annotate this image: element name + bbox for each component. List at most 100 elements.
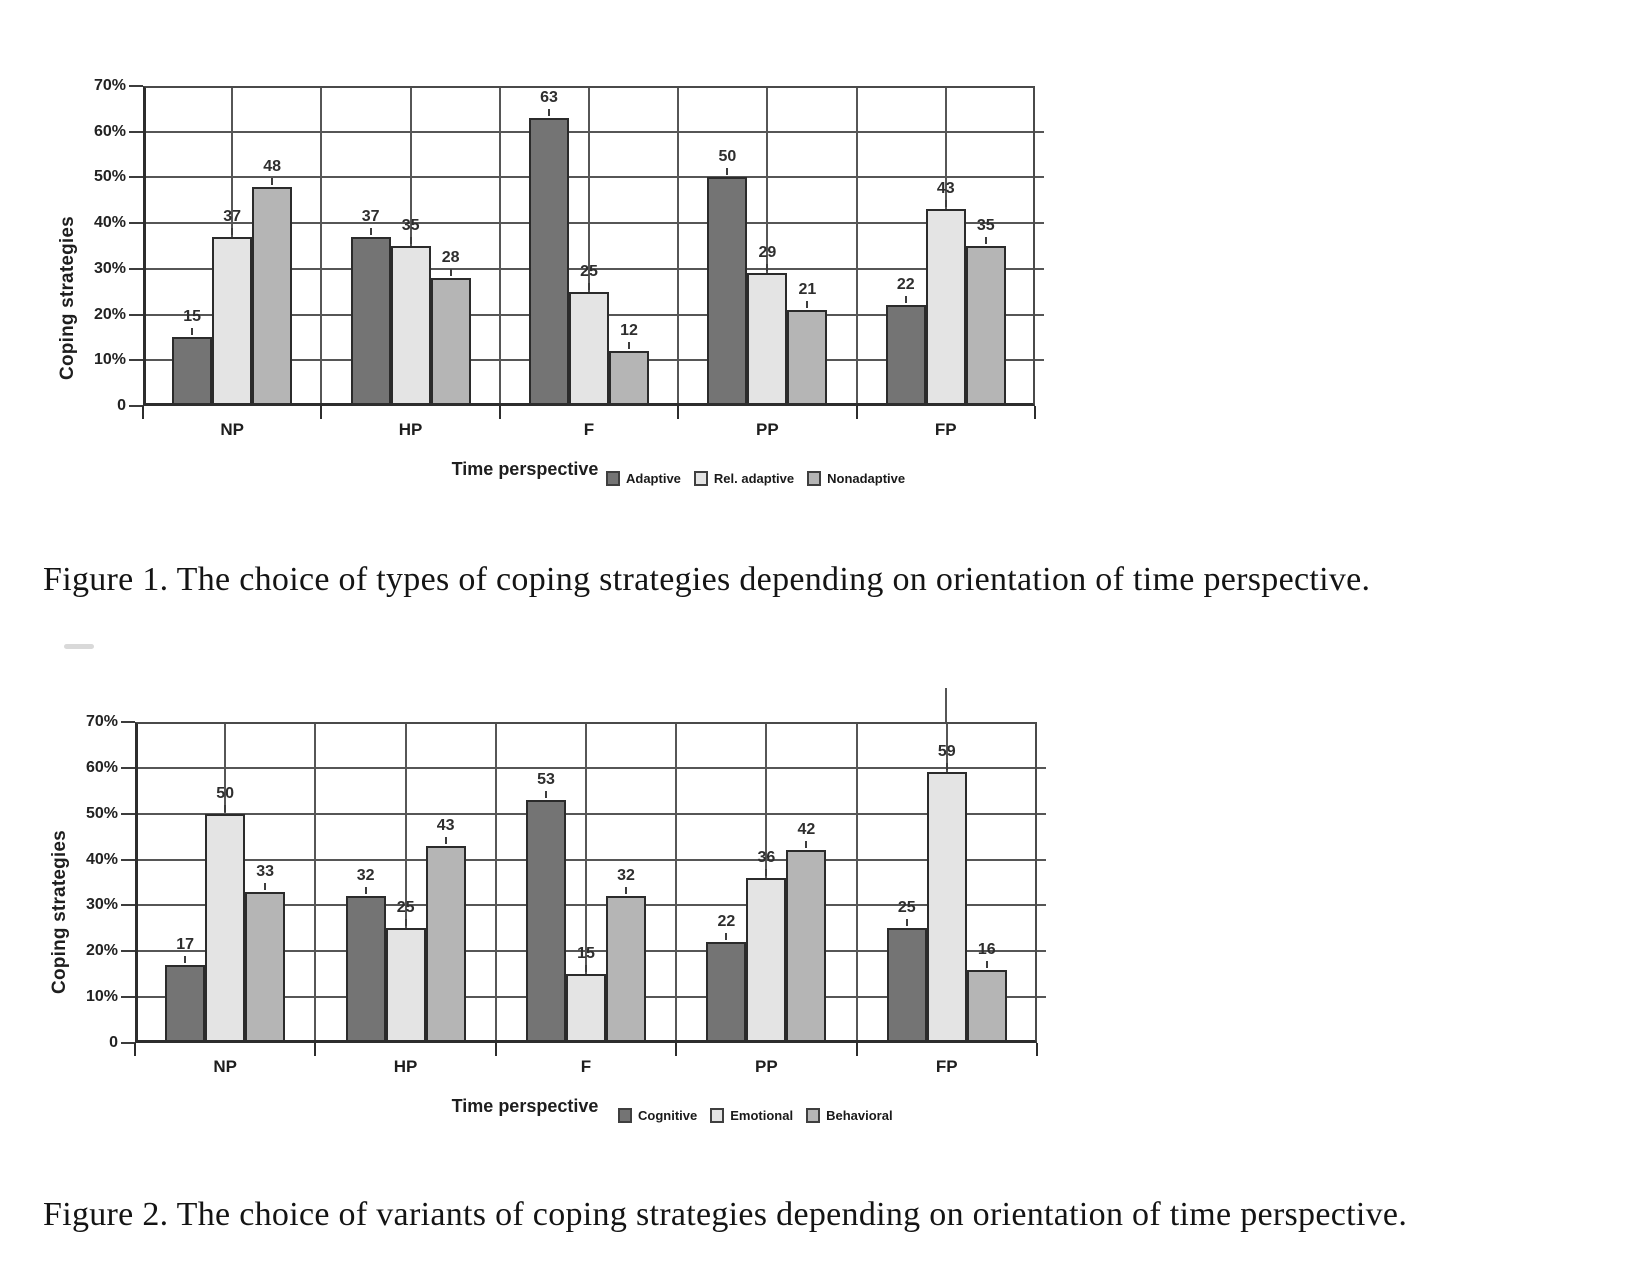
y-tick-label-30: 30% xyxy=(93,259,126,277)
bar-adaptive-f xyxy=(529,118,569,406)
y-tick-mark-10 xyxy=(121,996,135,999)
legend-item-nonadaptive: Nonadaptive xyxy=(807,471,905,486)
bar-nonadaptive-np xyxy=(252,186,293,406)
bar-rel-adaptive-f xyxy=(569,291,609,406)
bar-value-nonadaptive-np: 48 xyxy=(263,157,282,175)
gridline-h-30 xyxy=(143,267,1044,270)
bar-value-tick-rel-adaptive-np xyxy=(231,227,234,235)
bar-behavioral-pp xyxy=(786,850,827,1043)
y-tick-mark-70 xyxy=(121,721,135,723)
y-tick-label-10: 10% xyxy=(85,988,118,1006)
bar-adaptive-fp xyxy=(885,305,926,406)
y-tick-mark-10 xyxy=(129,359,143,362)
gridline-v-8 xyxy=(855,86,858,406)
bar-emotional-hp xyxy=(385,928,426,1043)
y-tick-mark-40 xyxy=(129,222,143,225)
bar-emotional-fp xyxy=(926,772,967,1043)
bar-value-adaptive-pp: 50 xyxy=(718,148,737,166)
gridline-v-4 xyxy=(494,722,497,1043)
gridline-h-40 xyxy=(135,858,1046,861)
legend-label-rel-adaptive: Rel. adaptive xyxy=(713,471,795,486)
legend-item-emotional: Emotional xyxy=(710,1108,793,1123)
legend-label-nonadaptive: Nonadaptive xyxy=(827,471,906,486)
bar-behavioral-f xyxy=(606,896,646,1043)
bar-behavioral-fp xyxy=(966,969,1007,1043)
bar-value-tick-nonadaptive-hp xyxy=(449,269,452,276)
legend-item-behavioral: Behavioral xyxy=(806,1108,893,1123)
bar-value-tick-adaptive-f xyxy=(548,109,550,116)
y-tick-label-0: 0 xyxy=(117,397,126,414)
figure-2-legend: Cognitive Emotional Behavioral xyxy=(618,1108,893,1123)
bar-value-nonadaptive-hp: 28 xyxy=(441,249,460,266)
bar-value-tick-nonadaptive-f xyxy=(628,342,630,350)
bar-rel-adaptive-np xyxy=(212,236,253,406)
legend-swatch-behavioral xyxy=(806,1108,821,1123)
x-tick-mark-5 xyxy=(1036,1043,1038,1056)
bar-nonadaptive-fp xyxy=(965,246,1006,406)
bar-value-tick-rel-adaptive-hp xyxy=(409,237,412,244)
bar-value-tick-rel-adaptive-f xyxy=(588,282,590,290)
bar-value-adaptive-f: 63 xyxy=(540,89,558,106)
gridline-h-30 xyxy=(135,904,1046,907)
bar-cognitive-hp xyxy=(345,896,386,1043)
bar-value-cognitive-fp: 25 xyxy=(897,899,916,917)
y-tick-label-50: 50% xyxy=(93,168,126,186)
bar-value-tick-nonadaptive-np xyxy=(271,177,274,185)
bar-value-rel-adaptive-hp: 35 xyxy=(401,217,420,234)
bar-behavioral-np xyxy=(245,891,286,1043)
gridline-h-60 xyxy=(143,130,1044,133)
figure-1-legend: Adaptive Rel. adaptive Nonadaptive xyxy=(606,471,905,486)
figure-2-caption: Figure 2. The choice of variants of copi… xyxy=(43,1196,1408,1233)
x-tick-label-hp: HP xyxy=(393,1057,418,1076)
bar-value-cognitive-hp: 32 xyxy=(356,867,375,885)
y-tick-mark-0 xyxy=(121,1042,135,1044)
bar-value-behavioral-f: 32 xyxy=(617,867,635,885)
scan-artifact-line xyxy=(945,688,947,722)
bar-value-tick-emotional-fp xyxy=(945,763,948,771)
legend-label-cognitive: Cognitive xyxy=(638,1108,698,1123)
gridline-h-40 xyxy=(143,222,1044,225)
y-tick-mark-20 xyxy=(129,313,143,316)
bar-value-tick-cognitive-np xyxy=(184,956,187,964)
legend-swatch-nonadaptive xyxy=(807,471,822,486)
bar-emotional-f xyxy=(566,974,606,1043)
y-tick-label-60: 60% xyxy=(85,758,118,776)
bar-value-tick-cognitive-hp xyxy=(364,887,367,895)
x-tick-label-f: F xyxy=(580,1057,592,1076)
y-tick-label-50: 50% xyxy=(85,804,118,822)
legend-label-adaptive: Adaptive xyxy=(626,471,681,486)
x-tick-label-np: NP xyxy=(220,420,244,439)
bar-value-behavioral-fp: 16 xyxy=(977,940,996,958)
bar-adaptive-pp xyxy=(707,177,748,406)
bar-emotional-np xyxy=(205,813,246,1043)
bar-value-tick-nonadaptive-fp xyxy=(984,237,987,244)
bar-cognitive-fp xyxy=(886,928,927,1043)
bar-value-emotional-f: 15 xyxy=(577,945,595,963)
gridline-h-50 xyxy=(135,812,1046,815)
bar-nonadaptive-hp xyxy=(430,278,471,406)
gridline-v-2 xyxy=(320,86,323,406)
x-tick-mark-1 xyxy=(320,406,323,419)
y-tick-mark-40 xyxy=(121,858,135,861)
bar-cognitive-np xyxy=(165,965,206,1043)
x-tick-label-fp: FP xyxy=(934,420,957,439)
x-tick-mark-2 xyxy=(498,406,501,419)
y-tick-label-30: 30% xyxy=(85,896,118,914)
gridline-v-6 xyxy=(677,86,680,406)
y-tick-mark-30 xyxy=(121,904,135,907)
bar-value-tick-nonadaptive-pp xyxy=(806,301,809,308)
gridline-v-3 xyxy=(404,722,407,1043)
bar-value-behavioral-pp: 42 xyxy=(797,821,816,839)
bar-value-adaptive-np: 15 xyxy=(183,308,202,326)
x-tick-label-np: NP xyxy=(213,1057,237,1076)
bar-value-tick-adaptive-np xyxy=(191,328,194,336)
y-tick-label-20: 20% xyxy=(85,942,118,960)
bar-value-tick-cognitive-f xyxy=(545,790,547,798)
bar-value-rel-adaptive-pp: 29 xyxy=(758,244,777,262)
y-tick-label-0: 0 xyxy=(109,1034,118,1051)
bar-value-tick-behavioral-fp xyxy=(985,960,988,968)
bar-value-tick-cognitive-fp xyxy=(905,919,908,927)
y-tick-label-70: 70% xyxy=(85,713,118,730)
